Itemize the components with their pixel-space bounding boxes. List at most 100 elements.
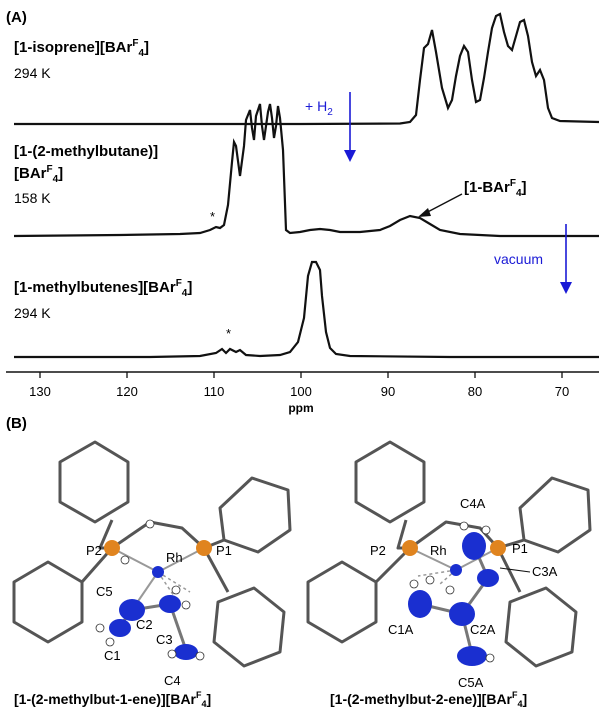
atom-label: P2	[370, 543, 386, 558]
hydrogen-atom	[167, 649, 177, 659]
spectrum3-name: [1-methylbutenes][BArF4]	[14, 278, 192, 299]
phenyl-ring	[518, 476, 592, 554]
spectrum2-name-line2: [BArF4]	[14, 164, 63, 185]
hydrogen-atom	[120, 555, 130, 565]
spectrum1-trace	[14, 12, 599, 126]
carbon-atom	[477, 569, 499, 587]
bond	[374, 546, 412, 584]
x-tick-label: 90	[381, 384, 395, 399]
right-atom-labels: C4A P2 Rh P1 C3A C1A C2A C5A	[370, 496, 558, 690]
atom-label: C5	[96, 584, 113, 599]
right-molecular-structure	[306, 440, 592, 668]
spectrum3-impurity-marker: *	[226, 326, 231, 341]
h2-arrow-head	[344, 150, 356, 162]
spectrum2-impurity-marker: *	[210, 209, 215, 224]
panel-b-label: (B)	[6, 415, 27, 432]
hydrogen-atom	[459, 521, 469, 531]
x-tick-label: 70	[555, 384, 569, 399]
phenyl-ring	[218, 476, 292, 554]
hydrogen-atom	[195, 651, 205, 661]
x-tick-label: 100	[290, 384, 312, 399]
atom-label: P2	[86, 543, 102, 558]
atom-label: C3	[156, 632, 173, 647]
carbon-atom	[408, 590, 432, 618]
phenyl-ring	[354, 440, 426, 524]
spectrum2-temp: 158 K	[14, 190, 51, 206]
barf4-callout-label: [1-BArF4]	[464, 178, 527, 199]
x-axis-ticks: 130 120 110 100 90 80 70	[29, 372, 569, 399]
bond	[417, 569, 457, 577]
atom-label: Rh	[430, 543, 447, 558]
left-atoms	[95, 519, 212, 661]
spectrum2-trace	[13, 103, 599, 238]
atom-label: C1	[104, 648, 121, 663]
atom-label: C5A	[458, 675, 484, 690]
h2-arrow-label: + H2	[305, 98, 333, 118]
hydrogen-atom	[485, 653, 495, 663]
phosphorus-atom	[104, 540, 120, 556]
hydrogen-atom	[425, 575, 435, 585]
carbon-atom	[119, 599, 145, 621]
x-axis-label: ppm	[288, 401, 313, 415]
x-tick-label: 110	[204, 384, 225, 399]
phenyl-ring	[504, 586, 578, 668]
hydrogen-atom	[145, 519, 155, 529]
atom-label: P1	[512, 541, 528, 556]
carbon-atom	[174, 644, 198, 660]
hydrogen-atom	[105, 637, 115, 647]
phosphorus-atom	[196, 540, 212, 556]
x-tick-label: 80	[468, 384, 482, 399]
bond	[111, 520, 206, 550]
left-molecular-structure	[12, 440, 292, 668]
phenyl-ring	[58, 440, 130, 524]
phenyl-ring	[12, 560, 84, 644]
hydrogen-atom	[445, 585, 455, 595]
carbon-atom	[449, 602, 475, 626]
phosphorus-atom	[490, 540, 506, 556]
left-atom-labels: P2 Rh P1 C5 C2 C3 C1 C4	[86, 543, 232, 688]
spectrum1-name: [1-isoprene][BArF4]	[14, 38, 149, 59]
barf4-callout-arrow-head	[418, 208, 431, 217]
spectrum2-name-line1: [1-(2-methylbutane)]	[14, 143, 158, 160]
spectrum1-temp: 294 K	[14, 65, 51, 81]
atom-label: P1	[216, 543, 232, 558]
atom-label: C3A	[532, 564, 558, 579]
atom-label: C1A	[388, 622, 414, 637]
hydrogen-atom	[409, 579, 419, 589]
right-structure-caption: [1-(2-methylbut-2-ene)][BArF4]	[330, 690, 527, 709]
rhodium-atom	[152, 566, 164, 578]
phenyl-ring	[212, 586, 286, 668]
left-structure-caption: [1-(2-methylbut-1-ene)][BArF4]	[14, 690, 211, 709]
atom-label: Rh	[166, 550, 183, 565]
spectrum3-temp: 294 K	[14, 305, 51, 321]
hydrogen-atom	[181, 600, 191, 610]
x-tick-label: 130	[29, 384, 51, 399]
vacuum-arrow-head	[560, 282, 572, 294]
atom-label: C4A	[460, 496, 486, 511]
phenyl-ring	[306, 560, 378, 644]
panel-a-label: (A)	[6, 9, 27, 26]
hydrogen-atom	[171, 585, 181, 595]
bond	[157, 571, 175, 597]
rhodium-atom	[450, 564, 462, 576]
c3a-pointer	[499, 567, 531, 573]
carbon-atom	[109, 619, 131, 637]
carbon-atom	[462, 532, 486, 560]
bond	[409, 547, 457, 571]
bond	[157, 571, 191, 593]
bond	[202, 547, 230, 593]
vacuum-arrow-label: vacuum	[494, 251, 543, 267]
bond	[111, 547, 159, 573]
carbon-atom	[457, 646, 487, 666]
spectrum3-trace	[14, 260, 599, 359]
bond	[157, 547, 205, 573]
hydrogen-atom	[481, 525, 491, 535]
right-atoms	[402, 521, 506, 666]
bond	[496, 547, 522, 593]
phosphorus-atom	[402, 540, 418, 556]
atom-label: C2A	[470, 622, 496, 637]
atom-label: C2	[136, 617, 153, 632]
atom-label: C4	[164, 673, 181, 688]
x-tick-label: 120	[116, 384, 138, 399]
